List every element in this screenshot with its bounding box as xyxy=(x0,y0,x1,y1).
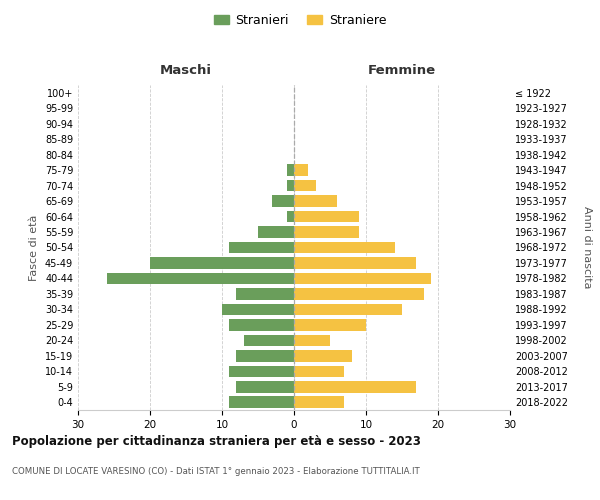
Y-axis label: Anni di nascita: Anni di nascita xyxy=(582,206,592,288)
Text: COMUNE DI LOCATE VARESINO (CO) - Dati ISTAT 1° gennaio 2023 - Elaborazione TUTTI: COMUNE DI LOCATE VARESINO (CO) - Dati IS… xyxy=(12,468,420,476)
Bar xyxy=(294,319,366,330)
Bar xyxy=(294,381,416,392)
Text: Femmine: Femmine xyxy=(368,64,436,78)
Bar xyxy=(150,257,294,269)
Text: Maschi: Maschi xyxy=(160,64,212,78)
Bar xyxy=(229,319,294,330)
Bar xyxy=(294,226,359,238)
Bar xyxy=(236,350,294,362)
Bar xyxy=(294,288,424,300)
Bar xyxy=(107,272,294,284)
Legend: Stranieri, Straniere: Stranieri, Straniere xyxy=(209,8,391,32)
Bar xyxy=(294,304,402,315)
Bar xyxy=(294,350,352,362)
Bar xyxy=(294,396,344,408)
Bar xyxy=(222,304,294,315)
Bar xyxy=(294,210,359,222)
Bar xyxy=(294,257,416,269)
Bar xyxy=(229,242,294,254)
Bar xyxy=(258,226,294,238)
Bar xyxy=(236,381,294,392)
Bar xyxy=(236,288,294,300)
Bar xyxy=(294,242,395,254)
Bar xyxy=(272,196,294,207)
Bar xyxy=(294,272,431,284)
Bar xyxy=(294,164,308,176)
Bar xyxy=(229,396,294,408)
Text: Popolazione per cittadinanza straniera per età e sesso - 2023: Popolazione per cittadinanza straniera p… xyxy=(12,435,421,448)
Bar xyxy=(244,334,294,346)
Bar xyxy=(229,366,294,377)
Bar xyxy=(294,180,316,192)
Bar xyxy=(287,210,294,222)
Bar xyxy=(287,180,294,192)
Bar xyxy=(294,366,344,377)
Bar xyxy=(294,334,330,346)
Bar xyxy=(287,164,294,176)
Bar xyxy=(294,196,337,207)
Y-axis label: Fasce di età: Fasce di età xyxy=(29,214,39,280)
